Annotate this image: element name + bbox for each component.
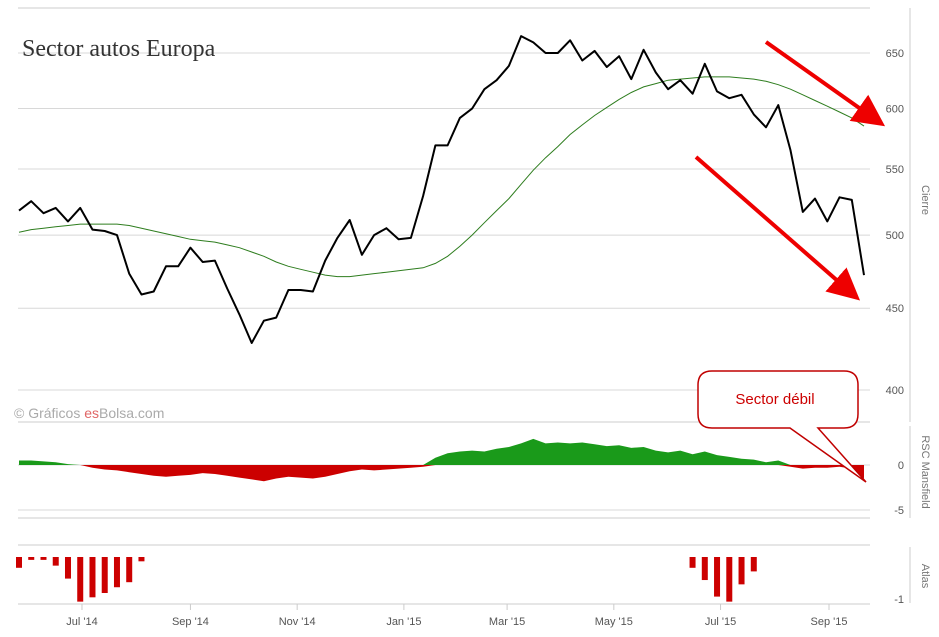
trend-arrow-upper	[764, 40, 886, 127]
rsc-negative-area	[19, 465, 864, 482]
panel-borders	[18, 7, 911, 605]
atlas-bar	[113, 557, 120, 588]
x-tick-labels: Jul '14 Sep '14 Nov '14 Jan '15 Mar '15 May '…	[66, 604, 847, 628]
atlas-bar	[689, 557, 696, 568]
atlas-bar	[40, 557, 47, 560]
atlas-axis-title: Atlas	[919, 564, 931, 589]
price-tick-label: 550	[886, 164, 904, 176]
callout-text: Sector débil	[735, 391, 814, 408]
atlas-bar	[726, 557, 733, 602]
rsc-positive-area	[19, 438, 864, 465]
y-tick-labels: 400 450 500 550 600 650 0 -5 -1	[886, 48, 904, 606]
rsc-tick-label: -5	[894, 505, 904, 517]
price-panel-grid	[18, 52, 870, 391]
atlas-bar	[750, 557, 757, 572]
atlas-bar	[738, 557, 745, 585]
atlas-bar	[138, 557, 145, 562]
price-axis-title: Cierre	[919, 185, 931, 215]
watermark-suffix: Bolsa.com	[99, 405, 164, 421]
x-tick-label: Mar '15	[489, 616, 525, 628]
price-lines	[18, 35, 865, 344]
rsc-areas	[19, 438, 864, 482]
atlas-bar	[126, 557, 133, 583]
chart-title: Sector autos Europa	[22, 36, 216, 62]
price-tick-label: 450	[886, 303, 904, 315]
price-tick-label: 400	[886, 385, 904, 397]
atlas-bar	[701, 557, 708, 581]
atlas-tick-label: -1	[894, 594, 904, 606]
x-tick-label: May '15	[595, 616, 633, 628]
price-tick-label: 600	[886, 104, 904, 116]
atlas-bar	[28, 557, 35, 560]
x-tick-label: Jul '15	[705, 616, 736, 628]
moving-average-line	[18, 76, 865, 278]
atlas-bars	[16, 557, 757, 602]
rsc-tick-label: 0	[898, 460, 904, 472]
x-tick-label: Jul '14	[66, 616, 97, 628]
atlas-bar	[16, 557, 22, 568]
atlas-bar	[714, 557, 721, 597]
callout: Sector débil	[697, 370, 867, 483]
price-tick-label: 500	[886, 230, 904, 242]
x-tick-label: Sep '15	[811, 616, 848, 628]
x-tick-label: Sep '14	[172, 616, 209, 628]
atlas-bar	[89, 557, 96, 598]
trend-arrow-lower	[694, 155, 861, 301]
rsc-axis-title: RSC Mansfield	[919, 435, 931, 508]
atlas-bar	[101, 557, 108, 593]
atlas-bar	[52, 557, 59, 566]
watermark-prefix: © Gráficos	[14, 405, 84, 421]
callout-bubble	[697, 370, 867, 483]
atlas-bar	[77, 557, 84, 602]
x-tick-label: Nov '14	[279, 616, 316, 628]
price-tick-label: 650	[886, 48, 904, 60]
atlas-bar	[64, 557, 71, 579]
x-tick-label: Jan '15	[386, 616, 421, 628]
watermark: © Gráficos esBolsa.com	[14, 405, 164, 421]
watermark-highlight: es	[84, 405, 99, 421]
price-line	[18, 35, 865, 344]
